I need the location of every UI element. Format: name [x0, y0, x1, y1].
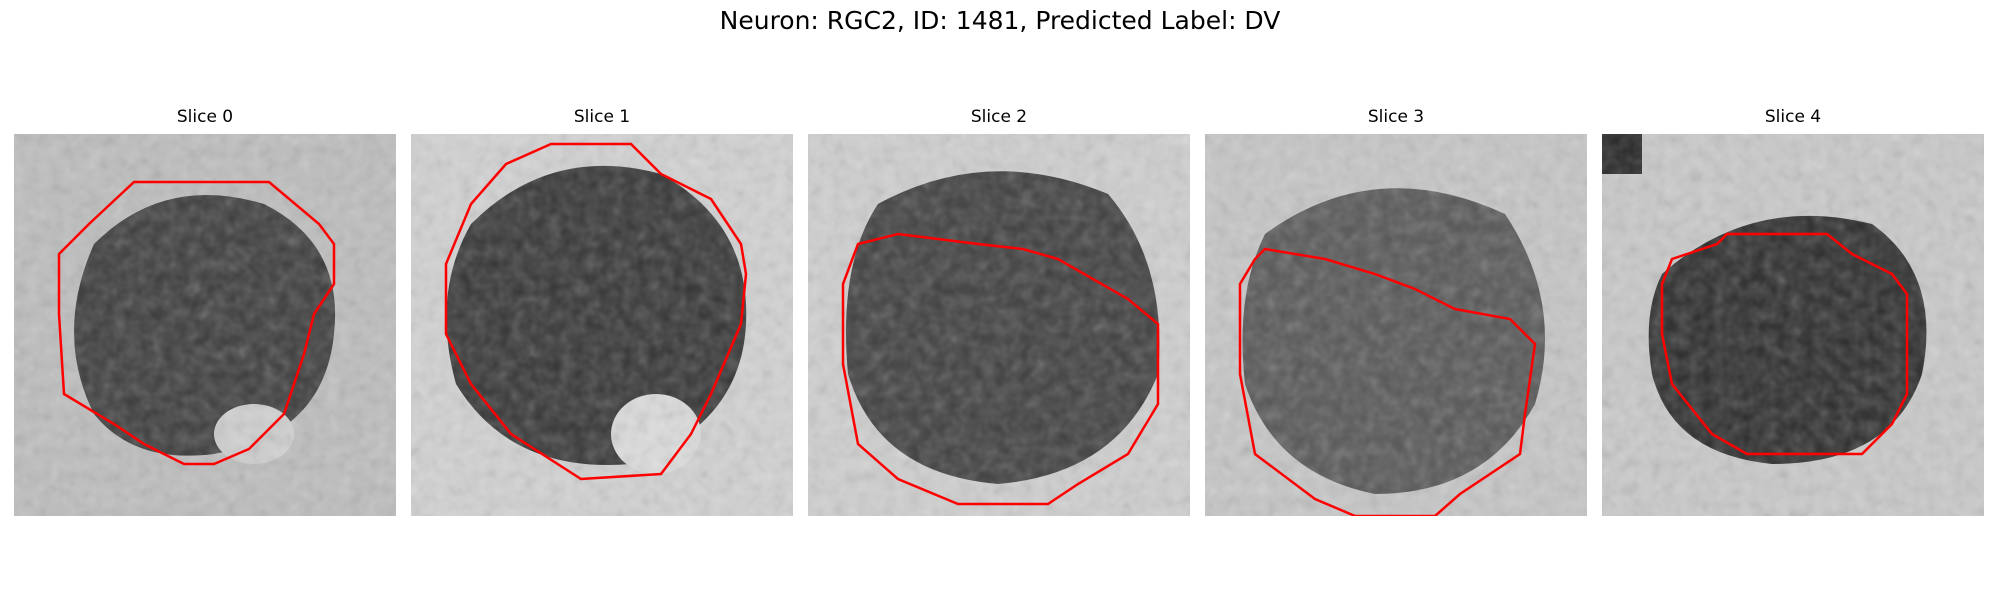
slice-image-1	[411, 134, 793, 516]
slice-image-2	[808, 134, 1190, 516]
slice-panel-1: Slice 1	[411, 107, 793, 523]
figure-title: Neuron: RGC2, ID: 1481, Predicted Label:…	[719, 6, 1281, 35]
slice-panel-0: Slice 0	[14, 107, 396, 523]
slice-title-2: Slice 2	[970, 107, 1028, 127]
slice-title-0: Slice 0	[176, 107, 234, 127]
contour-0	[57, 180, 336, 466]
contour-1	[444, 142, 748, 481]
contour-2	[841, 232, 1160, 506]
slice-title-1: Slice 1	[573, 107, 631, 127]
slice-image-0	[14, 134, 396, 516]
slice-panel-2: Slice 2	[808, 107, 1190, 523]
slice-panel-4: Slice 4	[1602, 107, 1984, 523]
slice-panel-3: Slice 3	[1205, 107, 1587, 523]
contour-3	[1238, 247, 1537, 516]
slice-image-4	[1602, 134, 1984, 516]
slice-title-4: Slice 4	[1764, 107, 1822, 127]
slice-title-3: Slice 3	[1367, 107, 1425, 127]
contour-4	[1660, 232, 1909, 456]
slice-image-3	[1205, 134, 1587, 516]
